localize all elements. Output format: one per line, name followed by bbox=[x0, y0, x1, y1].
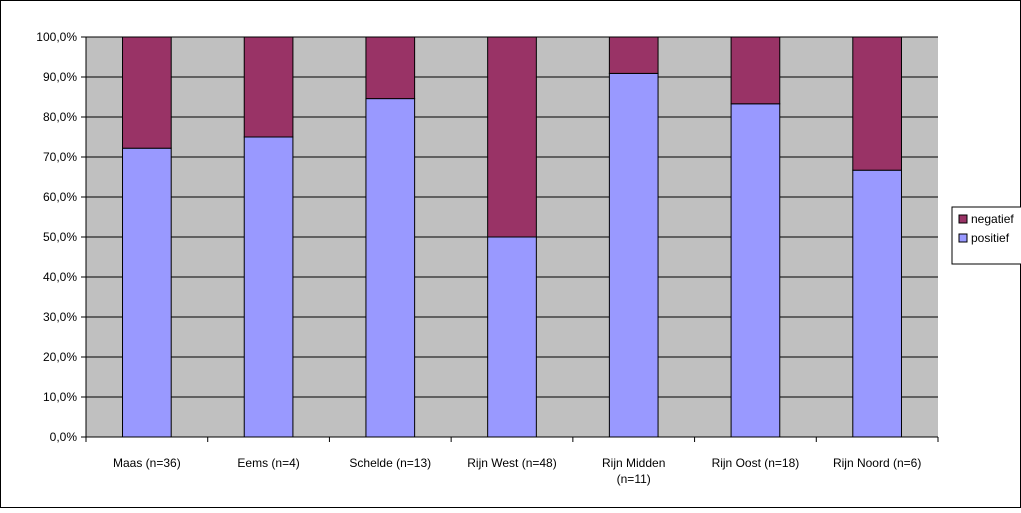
bar-segment-positief bbox=[852, 169, 902, 438]
bar-segment-positief bbox=[243, 136, 294, 438]
y-tick-label: 50,0% bbox=[43, 230, 77, 244]
y-tick-label: 30,0% bbox=[43, 310, 77, 324]
bar-segment-negatief bbox=[730, 36, 781, 105]
legend-label-positief: positief bbox=[971, 231, 1010, 245]
x-tick-label: Rijn Midden (n=11) bbox=[602, 456, 665, 486]
y-tick-label: 80,0% bbox=[43, 110, 77, 124]
axes bbox=[81, 36, 939, 442]
x-tick-label: Eems (n=4) bbox=[237, 456, 299, 470]
bar-segment-negatief bbox=[365, 36, 416, 100]
y-tick-label: 0,0% bbox=[50, 430, 78, 444]
bar-segment-negatief bbox=[608, 36, 659, 74]
x-tick-label: Rijn West (n=48) bbox=[467, 456, 556, 470]
y-tick-label: 40,0% bbox=[43, 270, 77, 284]
y-tick-label: 70,0% bbox=[43, 150, 77, 164]
legend-swatch-positief bbox=[958, 233, 968, 243]
y-tick-label: 90,0% bbox=[43, 70, 77, 84]
bar-segment-positief bbox=[487, 236, 537, 438]
bar-segment-positief bbox=[730, 103, 781, 438]
x-axis-tick-labels: Maas (n=36) Eems (n=4) Schelde (n=13) Rijn … bbox=[113, 456, 921, 486]
bar-segment-positief bbox=[608, 72, 659, 438]
bar-segment-negatief bbox=[852, 36, 902, 171]
x-tick-label: Maas (n=36) bbox=[113, 456, 181, 470]
y-tick-label: 100,0% bbox=[36, 30, 77, 44]
x-tick-label: Rijn Noord (n=6) bbox=[833, 456, 921, 470]
bar-segment-negatief bbox=[487, 36, 537, 238]
bar-segment-negatief bbox=[243, 36, 294, 138]
y-axis-tick-labels: 0,0% 10,0% 20,0% 30,0% 40,0% 50,0% 60,0% 70,0% 8… bbox=[36, 30, 77, 444]
bar-segment-positief bbox=[122, 147, 172, 438]
bar-segment-negatief bbox=[122, 36, 172, 149]
bar-segment-positief bbox=[365, 98, 416, 438]
y-tick-label: 10,0% bbox=[43, 390, 77, 404]
y-tick-label: 20,0% bbox=[43, 350, 77, 364]
legend-swatch-negatief bbox=[958, 214, 968, 224]
x-tick-label: Schelde (n=13) bbox=[349, 456, 431, 470]
y-tick-label: 60,0% bbox=[43, 190, 77, 204]
legend-label-negatief: negatief bbox=[971, 212, 1014, 226]
x-tick-label: Rijn Oost (n=18) bbox=[712, 456, 800, 470]
legend: negatief positief bbox=[951, 206, 1021, 265]
